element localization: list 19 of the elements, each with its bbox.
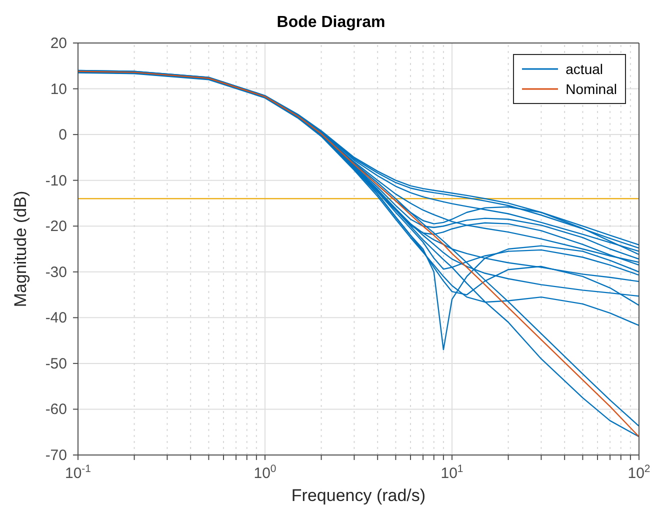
y-tick-label: -10	[45, 172, 67, 190]
y-tick-label: 20	[50, 35, 67, 52]
y-tick-label: -30	[45, 264, 67, 281]
y-tick-label: -60	[45, 401, 67, 418]
y-tick-label: -20	[45, 218, 67, 236]
chart-title: Bode Diagram	[276, 14, 386, 32]
legend-label: actual	[566, 61, 603, 77]
x-tick-label: 10$^{-1}$	[64, 463, 92, 482]
y-tick-label: 0	[58, 126, 67, 144]
x-tick-label: 10$^{0}$	[254, 463, 276, 482]
y-tick-label: -40	[45, 310, 67, 327]
x-axis-title: Frequency (rad/s)	[291, 486, 426, 505]
y-tick-label: 10	[50, 80, 67, 98]
legend-label: Nominal	[566, 81, 617, 97]
y-tick-label: -70	[45, 447, 67, 464]
x-tick-label: 10$^{1}$	[440, 463, 464, 482]
y-tick-label: -50	[45, 355, 67, 372]
y-axis-title: Magnitude (dB)	[11, 190, 30, 308]
x-tick-label: 10$^{2}$	[628, 463, 650, 482]
